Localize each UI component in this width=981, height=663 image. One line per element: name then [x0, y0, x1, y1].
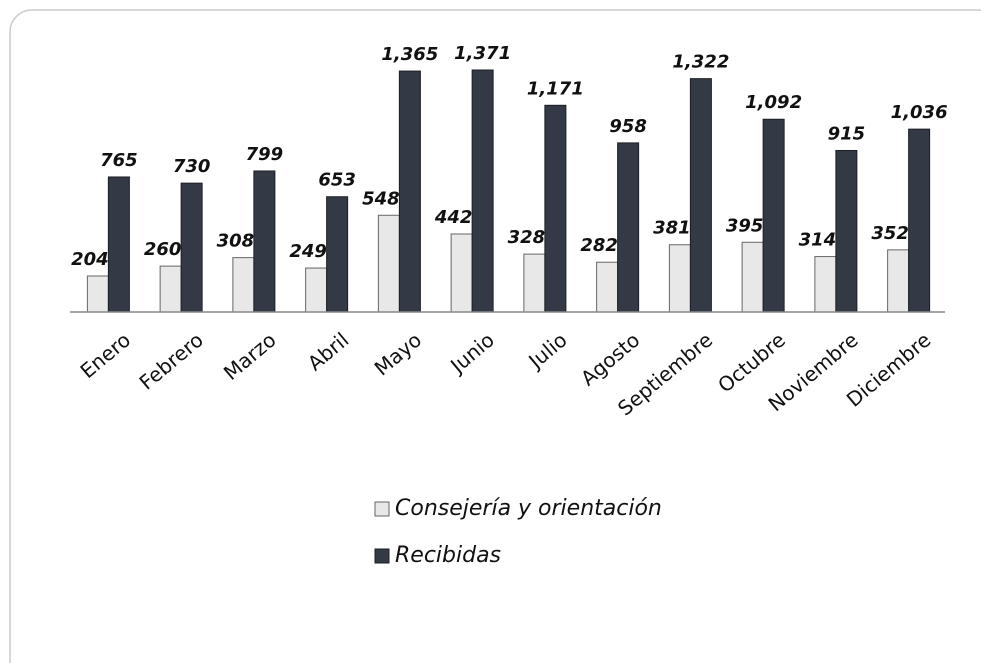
value-label: 958: [609, 116, 647, 137]
bar: [159, 265, 182, 313]
value-label: 395: [726, 215, 764, 236]
value-label: 308: [217, 231, 255, 252]
bar: [305, 267, 328, 313]
value-label: 204: [71, 249, 109, 270]
bar: [377, 214, 400, 313]
value-label: 1,036: [891, 102, 948, 123]
legend-swatch: [374, 548, 390, 564]
value-label: 1,371: [454, 43, 511, 64]
bar: [398, 70, 421, 313]
bar: [762, 118, 785, 313]
bar: [471, 69, 494, 313]
bar: [180, 182, 203, 313]
legend-swatch: [374, 501, 390, 517]
bar: [544, 104, 567, 313]
value-label: 328: [508, 227, 546, 248]
value-label: 730: [173, 156, 211, 177]
bar: [887, 249, 910, 313]
value-label: 1,171: [527, 78, 584, 99]
frame: [9, 9, 981, 663]
bar: [596, 261, 619, 313]
bar: [908, 128, 931, 313]
bar: [617, 142, 640, 313]
value-label: 1,092: [745, 92, 802, 113]
bar: [835, 149, 858, 313]
bar: [326, 196, 349, 313]
value-label: 352: [871, 223, 909, 244]
value-label: 442: [434, 207, 473, 228]
value-label: 1,365: [381, 44, 438, 65]
value-label: 381: [653, 218, 691, 239]
bar: [107, 176, 130, 313]
legend-label: Consejería y orientación: [395, 496, 662, 521]
bar: [689, 78, 712, 313]
value-label: 548: [362, 188, 400, 209]
value-label: 1,322: [672, 52, 729, 73]
value-label: 799: [246, 144, 284, 165]
value-label: 653: [318, 170, 356, 191]
bar: [523, 253, 546, 313]
bar: [232, 257, 255, 313]
bar: [668, 244, 691, 313]
bar: [86, 275, 109, 313]
value-label: 915: [828, 123, 866, 144]
value-label: 249: [289, 241, 327, 262]
bar: [253, 170, 276, 313]
value-label: 260: [144, 239, 182, 260]
value-label: 314: [799, 230, 837, 251]
bar: [741, 241, 764, 313]
legend-label: Recibidas: [395, 543, 501, 568]
value-label: 282: [580, 235, 618, 256]
bar: [814, 256, 837, 313]
bar: [450, 233, 473, 313]
value-label: 765: [100, 150, 138, 171]
